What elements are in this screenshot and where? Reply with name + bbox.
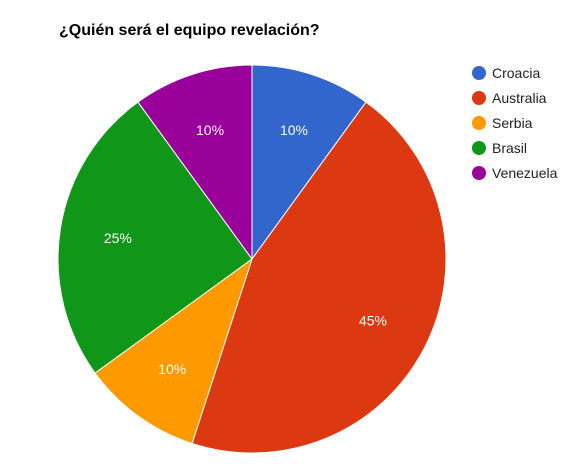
legend-label-serbia: Serbia	[492, 115, 533, 131]
pie-slice-labels: 10% 45% 10% 25% 10%	[104, 122, 387, 377]
pie-slice-croacia	[251, 64, 367, 261]
pie-slices	[57, 64, 447, 454]
legend-marker-brasil	[472, 141, 486, 155]
slice-label-australia: 45%	[359, 313, 387, 329]
legend-label-brasil: Brasil	[492, 140, 527, 156]
slice-label-brasil: 25%	[104, 230, 132, 246]
slice-label-serbia: 10%	[158, 361, 186, 377]
slice-label-venezuela: 10%	[196, 122, 224, 138]
pie-slice-venezuela	[137, 64, 253, 261]
chart-title: ¿Quién será el equipo revelación?	[59, 22, 320, 39]
legend-label-venezuela: Venezuela	[492, 165, 558, 181]
slice-label-croacia: 10%	[280, 122, 308, 138]
pie-slice-brasil	[57, 101, 253, 374]
legend-marker-australia	[472, 91, 486, 105]
legend-marker-serbia	[472, 116, 486, 130]
legend-marker-venezuela	[472, 166, 486, 180]
legend-label-croacia: Croacia	[492, 65, 540, 81]
legend-label-australia: Australia	[492, 90, 547, 106]
legend: Croacia Australia Serbia Brasil Venezuela	[472, 65, 558, 181]
pie-slice-serbia	[94, 257, 253, 445]
pie-slice-australia	[191, 101, 447, 454]
legend-marker-croacia	[472, 66, 486, 80]
